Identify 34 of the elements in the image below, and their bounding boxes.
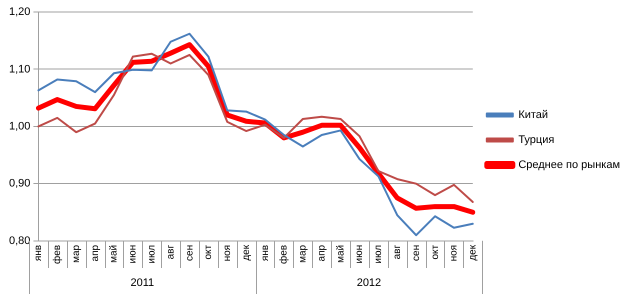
x-tick-label: окт (430, 244, 441, 260)
x-tick-label: окт (203, 244, 214, 260)
x-tick-label: мар (70, 244, 82, 263)
text: 2011 (130, 277, 154, 290)
x-tick-label: июн (354, 244, 366, 264)
x-tick-label: авг (165, 244, 176, 260)
x-tick-label: янв (33, 244, 44, 262)
x-tick-label: авг (392, 244, 404, 260)
x-tick-label: июл (146, 244, 158, 264)
x-tick-label: дек (468, 244, 479, 261)
text: 2012 (356, 277, 382, 290)
x-tick-label: июл (373, 244, 384, 264)
x-tick-label: ноя (222, 244, 234, 262)
y-tick-label: 0,80 (8, 234, 30, 247)
x-tick-label: май (108, 244, 120, 263)
x-tick-label: апр (90, 244, 101, 262)
legend-label: Турция (518, 134, 554, 146)
x-tick-label: фев (52, 244, 64, 264)
legend-label: Среднее по рынкам (518, 159, 620, 172)
x-tick-label: ноя (448, 244, 460, 262)
legend-label: Китай (518, 109, 548, 122)
y-tick-label: 1,00 (8, 120, 30, 132)
y-tick-label: 0,90 (8, 178, 30, 190)
x-tick-label: июн (128, 244, 139, 264)
x-tick-label: фев (278, 244, 290, 264)
x-tick-label: сен (410, 244, 422, 261)
x-tick-label: мар (298, 244, 309, 263)
y-tick-label: 1,10 (8, 63, 30, 76)
x-tick-label: апр (316, 244, 328, 262)
x-tick-label: дек (240, 244, 252, 261)
x-tick-label: сен (184, 244, 196, 261)
x-tick-label: янв (260, 244, 271, 262)
x-tick-label: май (335, 244, 346, 263)
y-tick-label: 1,20 (8, 6, 30, 18)
